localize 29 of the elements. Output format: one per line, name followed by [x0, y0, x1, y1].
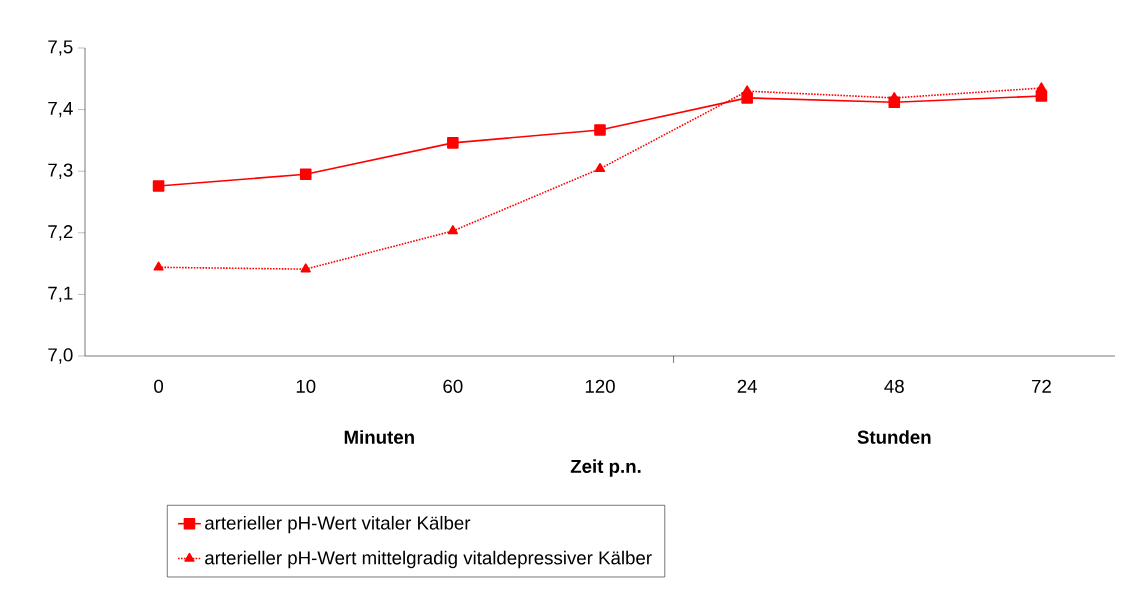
- y-tick-label: 7,3: [48, 163, 73, 179]
- legend-label: arterieller pH-Wert vitaler Kälber: [205, 515, 471, 534]
- y-tick-label: 7,2: [48, 225, 73, 241]
- point: [1036, 82, 1047, 92]
- point: [594, 162, 606, 173]
- point: [447, 225, 458, 235]
- point: [1035, 90, 1048, 102]
- x-tick-label: 120: [585, 379, 615, 393]
- point: [299, 168, 312, 181]
- x-tick-label: 24: [737, 379, 757, 393]
- x-tick-label: 72: [1032, 379, 1051, 393]
- y-tick-label: 7,0: [48, 348, 73, 364]
- x-tick-label: 10: [296, 379, 316, 393]
- x-axis-title: Zeit p.n.: [570, 459, 641, 477]
- point: [300, 263, 311, 273]
- x-tick-label: 48: [884, 379, 904, 393]
- y-tick-label: 7,4: [48, 101, 73, 118]
- x-tick-label: 0: [154, 379, 164, 393]
- point: [594, 124, 606, 136]
- point: [447, 137, 459, 149]
- text: Stunden: [857, 430, 931, 444]
- y-tick-label: 7,1: [48, 286, 73, 302]
- legend-label: arterieller pH-Wert mittelgradig vitaldepressiver Kälber: [205, 550, 652, 569]
- point: [152, 180, 165, 192]
- point: [741, 92, 753, 104]
- x-tick-label: 60: [443, 379, 463, 393]
- point: [153, 261, 164, 271]
- y-tick-label: 7,5: [48, 40, 73, 56]
- text: Minuten: [344, 430, 414, 444]
